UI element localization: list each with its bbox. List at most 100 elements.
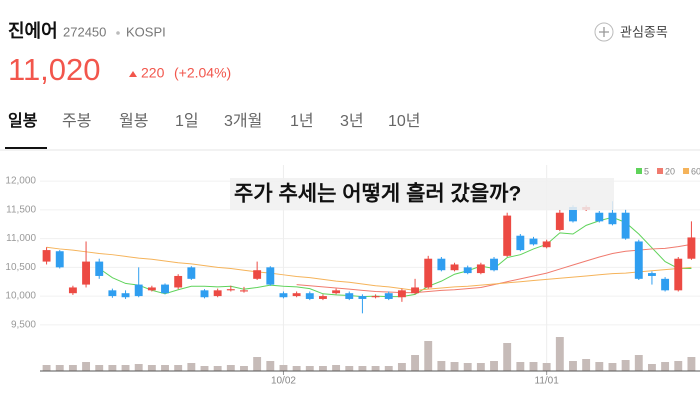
chart-title: 주가 추세는 어떻게 흘러 갔을까? (234, 182, 521, 206)
volume-bar (397, 363, 406, 371)
candle-body (240, 290, 248, 292)
tab[interactable]: 3년 (340, 112, 364, 130)
volume-bar (647, 364, 656, 371)
candle-body (121, 293, 130, 298)
candle-body (542, 241, 551, 248)
candle-body (595, 212, 604, 222)
ma-line (296, 243, 692, 294)
volume-bar (621, 360, 630, 371)
candle-body (253, 270, 262, 279)
volume-bar (332, 365, 341, 371)
volume-bar (279, 365, 288, 371)
separator-dot (116, 31, 120, 35)
volume-bar (318, 366, 327, 371)
volume-bar (68, 365, 77, 371)
legend-label: 20 (665, 166, 675, 176)
candle-body (555, 212, 564, 230)
candle-body (476, 264, 485, 274)
candle-body (371, 296, 380, 298)
volume-bar (42, 365, 51, 371)
volume-bar (661, 362, 670, 371)
candle-body (384, 293, 393, 299)
volume-bar (674, 361, 683, 371)
candle-body (305, 293, 314, 299)
volume-bar (266, 361, 275, 371)
plus-icon (594, 22, 614, 42)
y-tick-label: 11,500 (6, 204, 36, 215)
candle-body (661, 278, 670, 291)
ma-line (98, 216, 692, 298)
volume-bar (161, 365, 169, 371)
volume-bar (121, 365, 130, 371)
up-arrow (129, 71, 137, 77)
y-tick-label: 11,000 (6, 233, 36, 244)
volume-bar (476, 363, 485, 371)
market: KOSPI (126, 24, 166, 39)
volume-bar (55, 365, 64, 371)
x-tick-label: 10/02 (271, 376, 296, 387)
candle-body (437, 258, 446, 271)
volume-bar (569, 361, 577, 371)
candle-body (647, 273, 656, 276)
volume-bar (371, 366, 380, 371)
candle-body (674, 258, 683, 291)
volume-bar (595, 362, 604, 371)
volume-bar (608, 363, 617, 371)
candle-body (358, 296, 367, 299)
tab[interactable]: 3개월 (224, 112, 262, 130)
candle-body (332, 290, 341, 294)
volume-bar (582, 359, 591, 371)
tab[interactable]: 일봉 (8, 112, 38, 130)
candle-body (134, 284, 143, 297)
volume-bar (240, 366, 248, 371)
change: 220 (141, 65, 165, 81)
candle-body (82, 261, 91, 285)
candle-body (397, 290, 406, 298)
volume-bar (463, 363, 472, 371)
watch-button[interactable]: 관심종목 (594, 22, 668, 42)
volume-bar (345, 366, 354, 371)
watch-label: 관심종목 (620, 24, 668, 39)
candle-body (516, 235, 525, 251)
tab-bar: 일봉 주봉 월봉 1일 3개월 1년 3년 10년 (5, 112, 421, 149)
volume-bar (687, 357, 696, 371)
candle-body (266, 267, 275, 285)
candle-body (279, 293, 288, 298)
tab[interactable]: 주봉 (62, 113, 91, 130)
candle-body (147, 287, 156, 291)
legend-swatch (636, 168, 642, 174)
tab[interactable]: 월봉 (119, 112, 148, 130)
volume-bar (384, 366, 393, 371)
legend-label: 5 (644, 166, 649, 176)
candle-body (411, 287, 420, 294)
tab[interactable]: 10년 (388, 112, 421, 130)
candle-body (95, 261, 104, 276)
volume-bar (82, 362, 91, 371)
candle-body (569, 206, 577, 222)
volume-bar (490, 361, 498, 371)
y-tick-label: 10,500 (5, 262, 36, 273)
volume-bar (253, 357, 262, 371)
candle-body (503, 215, 512, 256)
plus-sign (599, 27, 609, 37)
volume-bar (108, 365, 117, 371)
volume-bar (305, 366, 314, 371)
candle-body (292, 293, 301, 297)
tab[interactable]: 1년 (290, 112, 314, 130)
volume-bar (516, 362, 525, 371)
candle-body (187, 267, 196, 279)
volume-bar (529, 362, 538, 371)
volume-bar (147, 365, 156, 371)
x-tick-label: 11/01 (535, 376, 560, 387)
volume-bar (134, 364, 143, 371)
candle-body (318, 296, 327, 299)
tab[interactable]: 1일 (175, 112, 199, 130)
volume-bar (174, 365, 183, 371)
volume-bar (213, 366, 222, 371)
legend-swatch (683, 168, 690, 174)
volume-bar (437, 361, 446, 371)
candle-body (608, 212, 617, 225)
candle-body (345, 293, 354, 299)
price: 11,020 (8, 52, 101, 87)
candle-body (226, 289, 235, 291)
